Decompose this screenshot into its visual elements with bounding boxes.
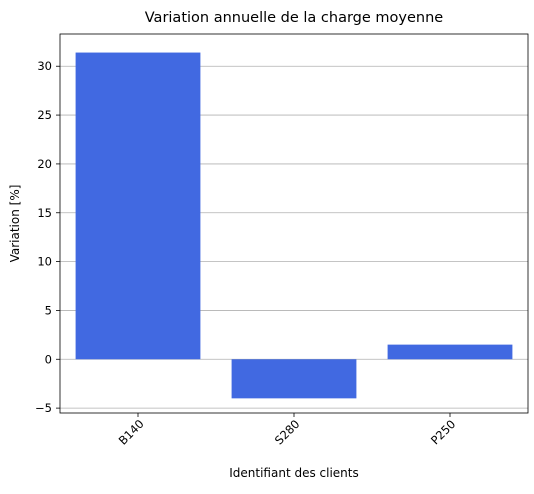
chart-title: Variation annuelle de la charge moyenne xyxy=(145,10,444,26)
bars xyxy=(75,52,513,399)
bar xyxy=(75,52,201,360)
bar xyxy=(387,344,513,360)
y-tick-label: −5 xyxy=(35,401,52,415)
y-tick-label: 20 xyxy=(37,157,52,171)
y-axis-label: Variation [%] xyxy=(8,185,22,263)
y-tick-label: 25 xyxy=(37,108,52,122)
y-tick-label: 0 xyxy=(45,352,52,366)
y-tick-label: 5 xyxy=(45,303,52,317)
y-axis-ticks: −5 0 5 10 15 20 25 30 xyxy=(35,59,60,415)
x-tick-label: S280 xyxy=(272,417,303,448)
y-tick-label: 30 xyxy=(37,59,52,73)
x-axis-ticks: B140 S280 P250 xyxy=(116,413,458,448)
y-tick-label: 15 xyxy=(37,206,52,220)
x-tick-label: B140 xyxy=(116,417,147,448)
y-tick-label: 10 xyxy=(37,255,52,269)
x-axis-label: Identifiant des clients xyxy=(229,466,359,480)
bar xyxy=(231,359,357,399)
x-tick-label: P250 xyxy=(428,417,458,447)
